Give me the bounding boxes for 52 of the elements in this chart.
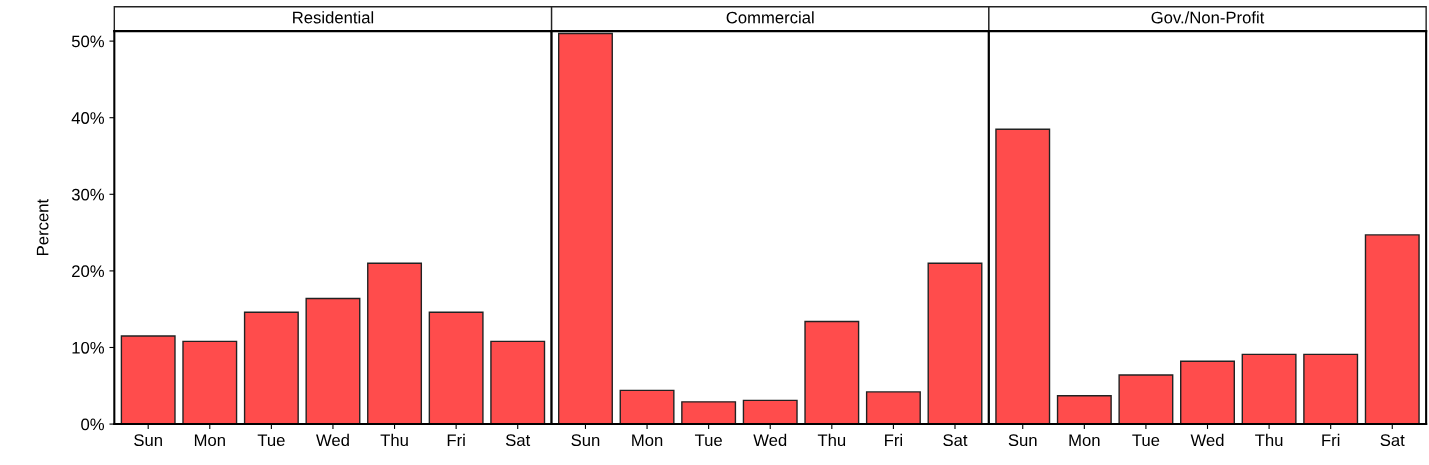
bar [1056,395,1112,425]
x-tick-label: Mon [632,434,663,447]
bar [927,262,983,425]
chart-title: Residential [293,11,374,24]
chart-title: Gov./Non-Profit [1151,11,1265,24]
bar [1364,234,1420,425]
x-tick-label: Sat [943,434,968,447]
bar [1118,374,1174,425]
bar [1180,360,1235,425]
bar [182,340,238,425]
bar [305,297,361,425]
bar [428,311,484,425]
x-tick-label: Sun [571,434,600,447]
y-tick-label: 20% [72,265,105,278]
x-tick-label: Tue [1132,434,1160,447]
chart-title: Commercial [726,11,814,24]
bar [490,340,546,425]
x-tick-label: Fri [885,433,902,446]
x-tick-label: Fri [447,433,465,446]
x-tick-label: Sun [1008,434,1037,447]
x-tick-label: Wed [753,433,787,447]
x-tick-label: Sat [505,434,531,447]
bar [120,335,176,425]
bar [243,311,299,425]
x-tick-label: Mon [1069,434,1100,447]
x-tick-label: Sun [134,434,162,447]
bar [619,389,675,425]
y-tick-label: 50% [71,35,105,48]
bar [1241,353,1297,425]
y-tick-label: 40% [71,112,105,124]
x-tick-label: Sat [1380,434,1405,447]
x-tick-label: Tue [257,434,285,447]
x-tick-label: Tue [694,434,722,447]
y-axis-title: Percent [36,199,49,255]
bar [804,320,860,425]
y-tick-label: 0% [81,418,105,431]
x-tick-label: Thu [380,433,408,447]
x-tick-label: Mon [194,434,225,447]
x-tick-label: Thu [817,433,846,447]
x-tick-label: Fri [1322,433,1340,446]
bar [742,399,798,425]
bar [367,262,423,425]
y-tick-label: 10% [72,341,105,354]
x-tick-label: Wed [316,433,349,447]
bar [995,128,1051,425]
bar [865,391,921,425]
bar [1303,353,1359,425]
x-tick-label: Wed [1190,433,1224,447]
y-tick-label: 30% [71,188,105,201]
x-tick-label: Thu [1255,433,1283,447]
bar [557,32,613,425]
bar [681,401,737,425]
